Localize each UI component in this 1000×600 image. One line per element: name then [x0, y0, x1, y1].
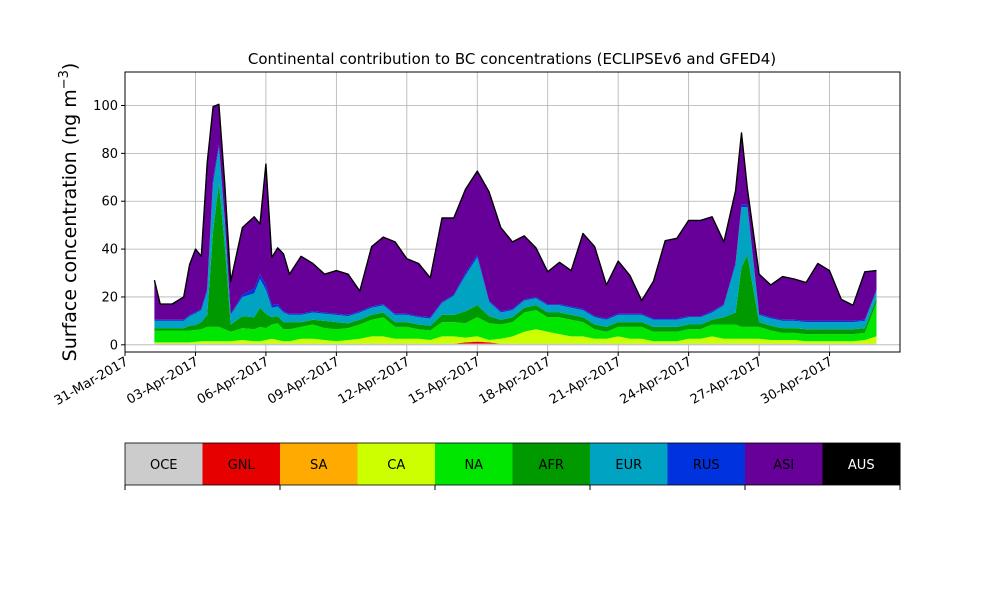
- chart-title: Continental contribution to BC concentra…: [248, 50, 776, 68]
- area-series-ca: [154, 329, 877, 344]
- legend-swatch-gnl: [202, 443, 281, 485]
- legend-swatch-asi: [745, 443, 823, 485]
- legend-swatch-oce: [125, 443, 203, 485]
- y-tick-label: 80: [101, 147, 118, 162]
- legend-label-gnl: GNL: [228, 458, 256, 473]
- area-series-oce: [154, 343, 877, 345]
- y-axis-label-text: Surface concentration (ng m: [59, 89, 81, 361]
- y-axis-label: Surface concentration (ng m−3): [57, 63, 81, 362]
- legend-label-afr: AFR: [539, 458, 564, 473]
- legend-swatch-eur: [590, 443, 668, 485]
- area-series-asi: [154, 104, 877, 321]
- legend-swatch-afr: [512, 443, 591, 485]
- legend-label-oce: OCE: [150, 458, 178, 473]
- y-axis-label-superscript: −3: [57, 70, 72, 89]
- y-axis-label-close: ): [59, 63, 81, 70]
- legend-label-sa: SA: [310, 458, 327, 473]
- legend-swatch-sa: [280, 443, 358, 485]
- legend-frame: [124, 442, 901, 486]
- legend-label-na: NA: [464, 458, 483, 473]
- legend-label-aus: AUS: [848, 458, 875, 473]
- y-tick-label: 60: [101, 195, 118, 210]
- stacked-areas: [153, 103, 877, 345]
- y-tick-label: 100: [93, 99, 118, 114]
- legend-swatch-rus: [667, 443, 746, 485]
- color-legend: OCE GNL SA CA NA AFR EUR RUS ASI AUS: [124, 442, 901, 490]
- legend-swatch-ca: [357, 443, 436, 485]
- legend-label-ca: CA: [387, 458, 405, 473]
- legend-swatch-aus: [822, 443, 901, 485]
- plot-frame: [124, 71, 901, 353]
- total-outline: [153, 103, 877, 306]
- legend-swatch-na: [435, 443, 513, 485]
- legend-label-eur: EUR: [615, 458, 642, 473]
- y-tick-label: 40: [101, 243, 118, 258]
- area-series-afr: [154, 183, 877, 335]
- area-series-na: [154, 302, 877, 343]
- y-tick-label: 0: [110, 338, 118, 353]
- legend-label-asi: ASI: [773, 458, 794, 473]
- legend-label-rus: RUS: [693, 458, 720, 473]
- y-tick-label: 20: [101, 290, 118, 305]
